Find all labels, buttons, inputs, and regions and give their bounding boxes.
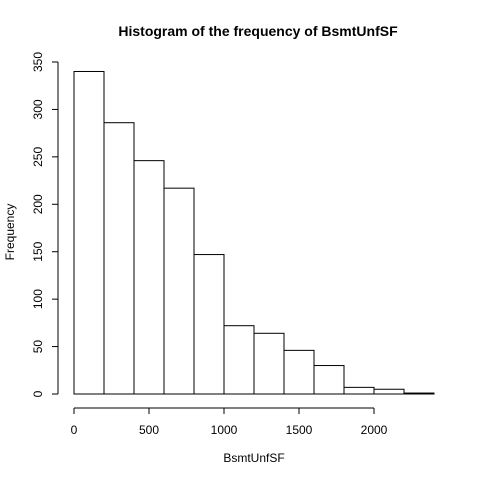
y-tick-label: 100	[31, 289, 45, 309]
histogram-bar	[163, 187, 195, 395]
histogram-bar	[223, 325, 255, 395]
histogram-bar	[373, 388, 405, 395]
histogram-bar	[73, 70, 105, 395]
chart-title: Histogram of the frequency of BsmtUnfSF	[118, 23, 398, 39]
y-tick-label: 200	[31, 194, 45, 214]
histogram-bar	[253, 332, 285, 395]
y-tick-label: 150	[31, 241, 45, 261]
x-tick-label: 0	[71, 423, 78, 437]
histogram-bar	[283, 349, 315, 395]
x-tick-label: 1000	[211, 423, 238, 437]
y-tick-label: 350	[31, 52, 45, 72]
y-axis: 0 50 100 150 200 250 300 350	[31, 52, 59, 397]
y-tick-label: 0	[31, 390, 45, 397]
x-tick-label: 1500	[286, 423, 313, 437]
histogram-bar	[103, 122, 135, 395]
x-tick-label: 2000	[361, 423, 388, 437]
y-tick-label: 300	[31, 99, 45, 119]
histogram-bar	[193, 254, 225, 395]
histogram-bar	[403, 392, 435, 395]
x-tick-label: 500	[139, 423, 159, 437]
bars-group	[73, 70, 435, 395]
y-tick-label: 250	[31, 147, 45, 167]
histogram-bar	[133, 160, 165, 395]
y-tick-label: 50	[31, 340, 45, 354]
x-axis: 0 500 1000 1500 2000	[71, 407, 388, 437]
y-axis-label: Frequency	[3, 204, 17, 261]
histogram-bar	[343, 386, 375, 395]
x-axis-label: BsmtUnfSF	[223, 451, 284, 465]
histogram-bar	[313, 365, 345, 395]
